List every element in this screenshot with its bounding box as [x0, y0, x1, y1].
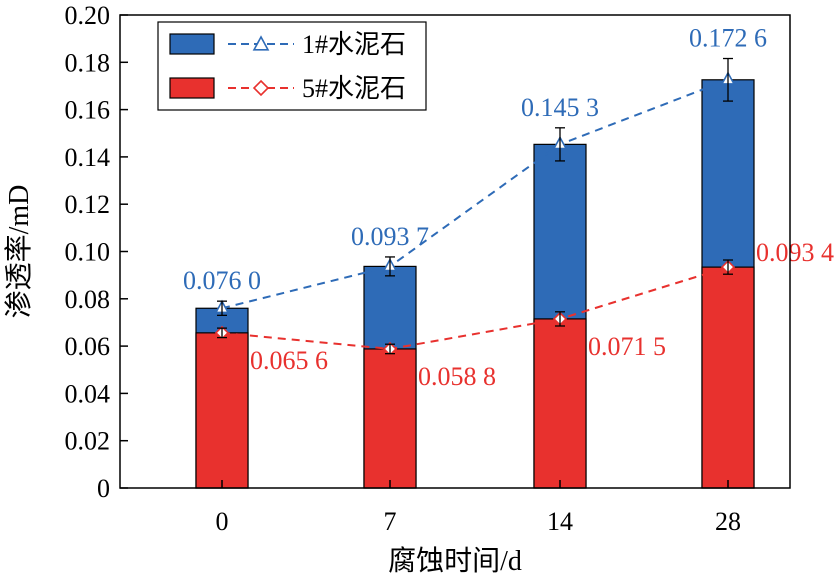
- data-labels-layer: 0.076 0 0.093 7 0.145 3 0.172 6 0.065 6 0.058…: [183, 24, 834, 391]
- y-tick-label: 0: [97, 474, 110, 503]
- point-marker: [252, 35, 270, 51]
- y-tick-label: 0.18: [65, 48, 111, 77]
- x-tick-label: 0: [216, 507, 229, 536]
- y-tick-label: 0.14: [65, 143, 111, 172]
- y-tick-label: 0.02: [65, 427, 111, 456]
- data-label: 0.093 4: [756, 238, 834, 267]
- lines-layer: [221, 78, 729, 350]
- bars-layer: [195, 79, 755, 489]
- y-axis-label: 渗透率/mD: [3, 185, 35, 319]
- x-tick-label: 7: [384, 507, 397, 536]
- y-tick-label: 0.12: [65, 190, 111, 219]
- legend-label: 5#水泥石: [302, 74, 406, 103]
- bar: [195, 332, 249, 489]
- x-tick-label: 28: [715, 507, 741, 536]
- x-tick-label: 14: [547, 507, 573, 536]
- y-axis-ticks: 0 0.02 0.04 0.06 0.08 0.10 0.12 0.14 0.16 0.18 0.2…: [65, 1, 128, 503]
- data-label: 0.145 3: [521, 93, 599, 122]
- series-line: [221, 78, 729, 310]
- bar: [363, 348, 417, 489]
- y-tick-label: 0.08: [65, 285, 111, 314]
- bar: [701, 266, 755, 489]
- data-label: 0.065 6: [250, 346, 328, 375]
- data-label: 0.172 6: [689, 24, 767, 53]
- y-tick-label: 0.04: [65, 379, 111, 408]
- y-tick-label: 0.06: [65, 332, 111, 361]
- data-label: 0.076 0: [183, 266, 261, 295]
- point-marker: [252, 79, 270, 97]
- markers-layer: [214, 71, 736, 357]
- legend-swatch: [169, 77, 215, 99]
- legend: 1#水泥石 5#水泥石: [157, 21, 427, 111]
- data-label: 0.093 7: [351, 222, 429, 251]
- legend-swatch: [169, 33, 215, 55]
- x-axis-ticks: 0 7 14 28: [216, 480, 741, 536]
- y-tick-label: 0.16: [65, 96, 111, 125]
- y-tick-label: 0.20: [65, 1, 111, 30]
- series-line: [221, 266, 729, 350]
- data-label: 0.071 5: [588, 332, 666, 361]
- x-axis-label: 腐蚀时间/d: [388, 545, 522, 577]
- data-label: 0.058 8: [418, 362, 496, 391]
- y-tick-label: 0.10: [65, 238, 111, 267]
- error-bars-layer: [217, 57, 733, 355]
- bar: [533, 318, 587, 489]
- legend-label: 1#水泥石: [302, 30, 406, 59]
